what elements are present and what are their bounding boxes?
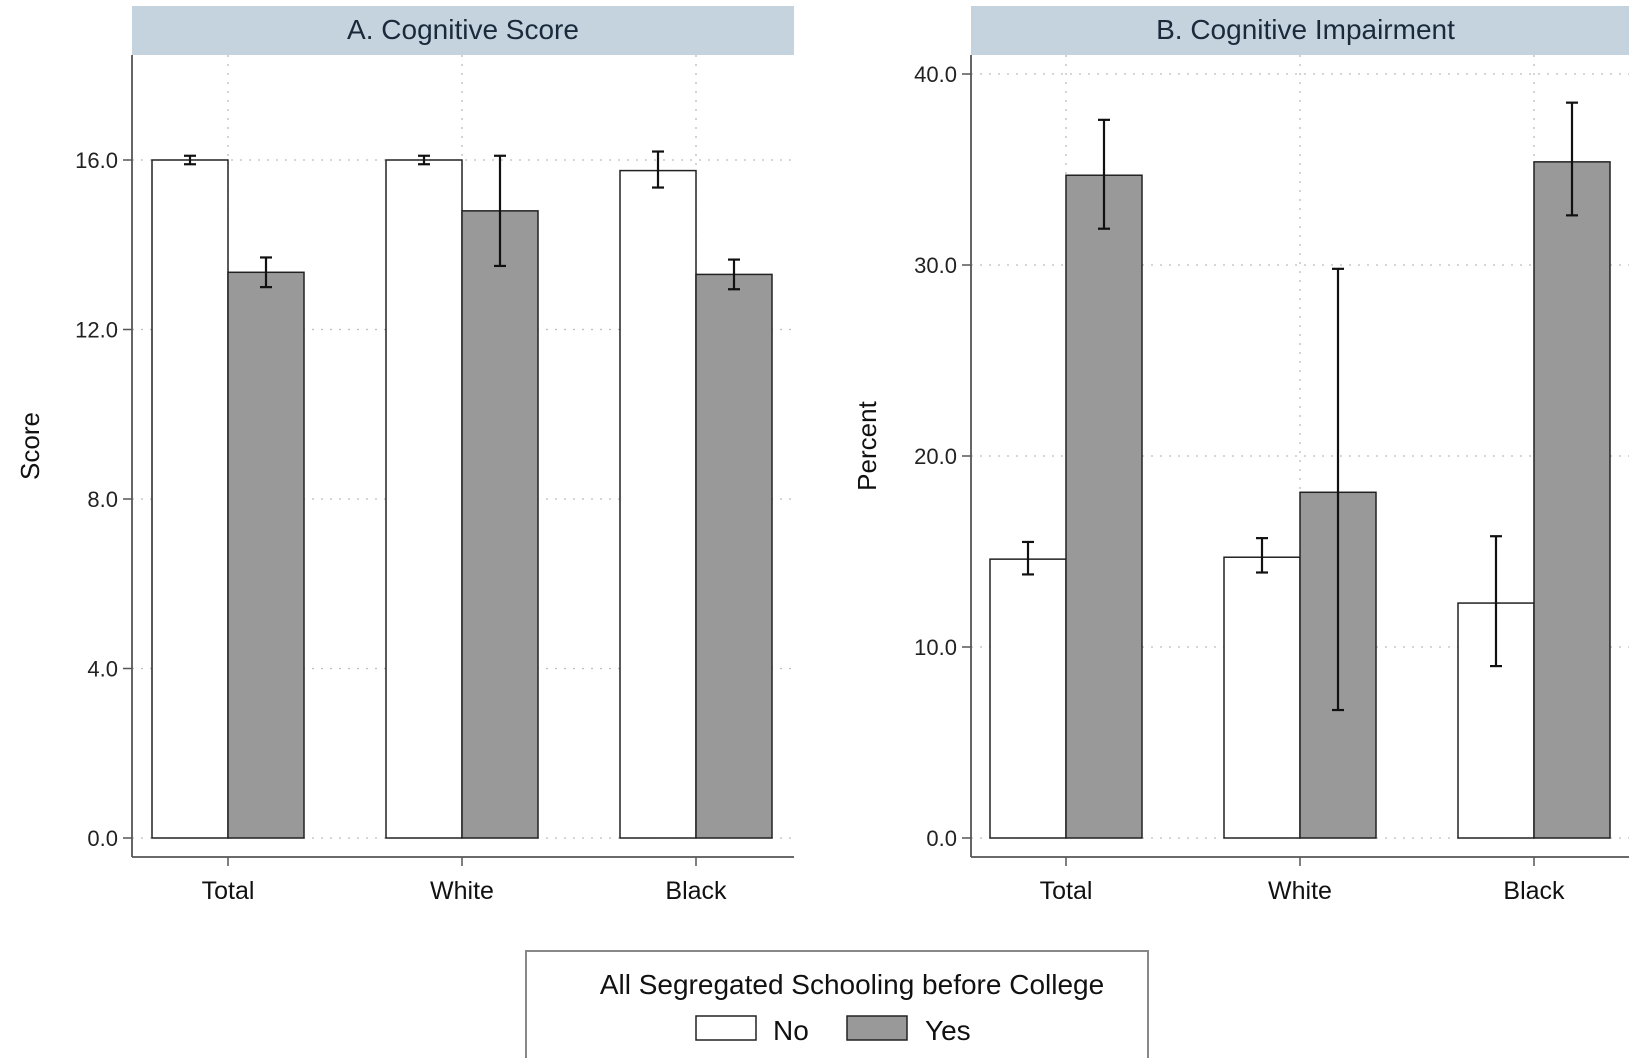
panel-b-ytick-label: 10.0: [914, 635, 957, 660]
panel-a-bar-yes-white: [461, 210, 539, 839]
panel-a-xtick-label-black: Black: [665, 877, 727, 905]
panel-a-xtick-label-white: White: [430, 877, 494, 905]
panel-b-xtick-label-black: Black: [1503, 877, 1565, 905]
legend-label-no: No: [773, 1015, 809, 1046]
panel-b-xtick-label-white: White: [1268, 877, 1332, 905]
panel-b-ytick-label: 30.0: [914, 253, 957, 278]
panel-b-bar-no-total: [989, 558, 1067, 839]
panel-a-ytick-label: 12.0: [75, 318, 118, 343]
panel-b-xtick-label-total: Total: [1040, 877, 1093, 905]
panel-a-ylabel: Score: [15, 412, 45, 480]
panel-a-ytick-label: 4.0: [87, 657, 118, 682]
panel-a-ytick-label: 8.0: [87, 487, 118, 512]
panel-b-title: B. Cognitive Impairment: [1156, 14, 1455, 45]
panel-a-bar-no-black: [619, 169, 697, 839]
panel-a-bar-no-white: [385, 159, 463, 839]
panel-b-ylabel: Percent: [852, 400, 882, 490]
panel-b-bar-no-white: [1223, 556, 1301, 839]
panel-a-bar-yes-total: [227, 271, 305, 839]
panel-b-bar-yes-total: [1065, 174, 1143, 839]
legend-swatch-yes: [846, 1015, 908, 1041]
panel-b-ytick-label: 20.0: [914, 444, 957, 469]
panel-a-ytick-label: 0.0: [87, 826, 118, 851]
panel-b-bar-yes-black: [1533, 161, 1611, 839]
panel-b-title-strip: [971, 6, 1629, 55]
panel-a-ytick-label: 16.0: [75, 148, 118, 173]
panel-a-xtick-label-total: Total: [202, 877, 255, 905]
legend-label-yes: Yes: [925, 1015, 971, 1046]
legend-box: [525, 950, 1149, 1058]
panel-a-bar-yes-black: [695, 273, 773, 839]
panel-b-ytick-label: 40.0: [914, 62, 957, 87]
panel-a-title: A. Cognitive Score: [347, 14, 579, 45]
panel-b-ytick-label: 0.0: [926, 826, 957, 851]
legend-swatch-no: [695, 1015, 757, 1041]
panel-a-title-strip: [132, 6, 794, 55]
panel-a-bar-no-total: [151, 159, 229, 839]
legend-title: All Segregated Schooling before College: [600, 969, 1104, 1000]
